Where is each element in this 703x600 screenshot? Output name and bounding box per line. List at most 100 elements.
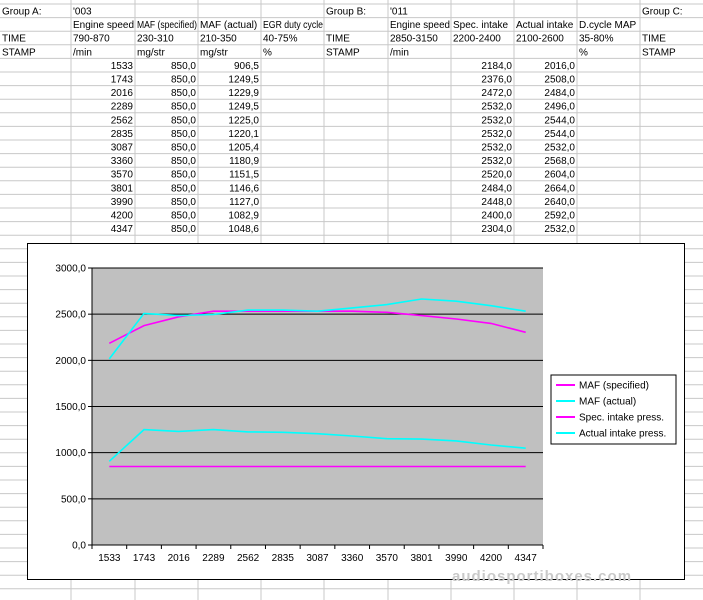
cell-text: 850,0	[171, 224, 196, 235]
cell-text: '011	[390, 7, 408, 18]
cell-text: Group A:	[2, 7, 41, 18]
cell-text: 2448,0	[481, 197, 512, 208]
cell-text: 2568,0	[544, 156, 575, 167]
cell-text: %	[579, 47, 588, 58]
cell-text: 1249,5	[228, 75, 259, 86]
cell-text: 1225,0	[228, 115, 259, 126]
cell-text: 2835	[111, 129, 134, 140]
cell-text: 2850-3150	[390, 34, 438, 45]
cell-text: 3570	[111, 170, 134, 181]
y-tick-label: 1000,0	[55, 448, 86, 459]
cell-text: 1205,4	[228, 143, 259, 154]
cell-text: 2532,0	[481, 156, 512, 167]
cell-text: 1533	[111, 61, 134, 72]
cell-text: 850,0	[171, 143, 196, 154]
legend-label: Spec. intake press.	[579, 413, 664, 424]
cell-text: TIME	[642, 34, 666, 45]
cell-text: %	[263, 47, 272, 58]
x-tick-label: 4347	[515, 553, 538, 564]
cell-text: /min	[73, 47, 92, 58]
cell-text: 40-75%	[263, 34, 298, 45]
cell-text: 2484,0	[544, 88, 575, 99]
cell-text: Group C:	[642, 7, 683, 18]
x-tick-label: 3990	[445, 553, 468, 564]
cell-text: MAF (specified)	[137, 20, 197, 31]
legend-label: Actual intake press.	[579, 429, 666, 440]
y-tick-label: 2000,0	[55, 356, 86, 367]
cell-text: 2400,0	[481, 211, 512, 222]
cell-text: 850,0	[171, 211, 196, 222]
cell-text: STAMP	[326, 47, 360, 58]
x-tick-label: 2016	[168, 553, 191, 564]
x-tick-label: 2289	[202, 553, 225, 564]
cell-text: Engine speed	[390, 20, 450, 31]
cell-text: 2604,0	[544, 170, 575, 181]
y-tick-label: 500,0	[61, 494, 86, 505]
legend-label: MAF (actual)	[579, 397, 636, 408]
cell-text: Spec. intake	[453, 20, 508, 31]
cell-text: 850,0	[171, 197, 196, 208]
cell-text: 2508,0	[544, 75, 575, 86]
cell-text: 2184,0	[481, 61, 512, 72]
y-tick-label: 2500,0	[55, 310, 86, 321]
cell-text: 3087	[111, 143, 134, 154]
cell-text: 230-310	[137, 34, 174, 45]
x-tick-label: 3801	[410, 553, 433, 564]
cell-text: 1082,9	[228, 211, 259, 222]
cell-text: 2376,0	[481, 75, 512, 86]
cell-text: STAMP	[642, 47, 676, 58]
cell-text: 35-80%	[579, 34, 614, 45]
cell-text: 2664,0	[544, 183, 575, 194]
cell-text: /min	[390, 47, 409, 58]
cell-text: 790-870	[73, 34, 110, 45]
y-tick-label: 3000,0	[55, 264, 86, 275]
legend-label: MAF (specified)	[579, 381, 649, 392]
cell-text: 850,0	[171, 156, 196, 167]
cell-text: 1180,9	[229, 156, 259, 167]
x-tick-label: 1743	[133, 553, 156, 564]
cell-text: 2472,0	[481, 88, 512, 99]
line-chart: 0,0 500,0 1000,0 1500,0 2000,0 2500,0 3000,0 15…	[55, 264, 677, 564]
series-line-3	[108, 298, 526, 360]
x-tick-label: 3087	[306, 553, 329, 564]
cell-text: 1249,5	[228, 102, 259, 113]
cell-text: 3360	[111, 156, 134, 167]
cell-text: 906,5	[234, 61, 259, 72]
cell-text: TIME	[326, 34, 350, 45]
cell-text: MAF (actual)	[200, 20, 257, 31]
cell-text: 3990	[111, 197, 134, 208]
cell-text: 850,0	[171, 61, 196, 72]
cell-text: 2532,0	[481, 129, 512, 140]
cell-text: 850,0	[171, 129, 196, 140]
cell-text: 2289	[111, 102, 134, 113]
cell-text: 210-350	[200, 34, 237, 45]
cell-text: 1127,0	[229, 197, 259, 208]
cell-text: TIME	[2, 34, 26, 45]
cell-text: EGR duty cycle	[263, 20, 323, 31]
cell-text: 2016	[111, 88, 134, 99]
cell-text: 850,0	[171, 183, 196, 194]
x-tick-label: 3570	[376, 553, 399, 564]
cell-text: 850,0	[171, 88, 196, 99]
series-line-1	[108, 428, 526, 462]
cell-text: Engine speed	[73, 20, 134, 31]
y-tick-label: 0,0	[72, 541, 86, 552]
cell-text: 850,0	[171, 115, 196, 126]
cell-text: 2016,0	[544, 61, 575, 72]
cell-text: 2532,0	[544, 143, 575, 154]
cell-text: 3801	[111, 183, 134, 194]
cell-text: Actual intake	[516, 20, 574, 31]
cell-text: 2532,0	[481, 102, 512, 113]
cell-text: 2532,0	[544, 224, 575, 235]
cell-text: 4200	[111, 211, 134, 222]
cell-text: 2484,0	[481, 183, 512, 194]
cell-text: mg/str	[137, 47, 165, 58]
x-tick-label: 2835	[272, 553, 295, 564]
x-tick-label: 3360	[341, 553, 364, 564]
cell-text: 2496,0	[544, 102, 575, 113]
cell-text: 850,0	[171, 102, 196, 113]
cell-text: mg/str	[200, 47, 228, 58]
cell-text: 2640,0	[544, 197, 575, 208]
chart-area[interactable]: 0,0 500,0 1000,0 1500,0 2000,0 2500,0 3000,0 15…	[27, 243, 685, 580]
cell-text: 1146,6	[229, 183, 259, 194]
